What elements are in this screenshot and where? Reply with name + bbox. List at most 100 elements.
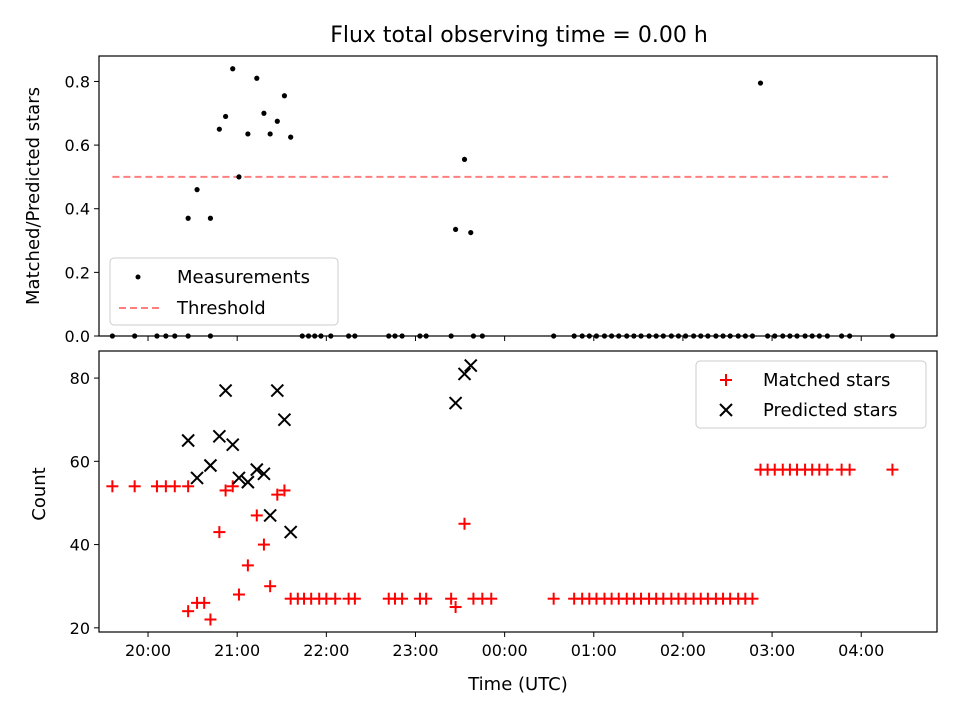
measurements-point — [757, 80, 764, 86]
matched-stars-point — [445, 592, 458, 605]
measurements-point — [281, 93, 288, 99]
bottom-legend: Matched stars Predicted stars — [695, 360, 927, 429]
matched-stars-point — [843, 463, 856, 476]
x-tick-label: 21:00 — [214, 641, 260, 660]
matched-stars-point — [396, 592, 409, 605]
predicted-stars-point — [283, 525, 298, 539]
matched-stars-point — [106, 480, 119, 493]
predicted-stars-point — [263, 508, 277, 523]
matched-stars-point — [271, 488, 284, 501]
matched-stars-point — [182, 605, 195, 618]
legend-measurements-label: Measurements — [177, 267, 310, 288]
matched-stars-point — [485, 592, 498, 605]
matched-stars-point — [198, 596, 211, 609]
matched-stars-point — [329, 592, 342, 605]
predicted-stars-point — [232, 471, 246, 485]
legend-measurements-marker — [135, 274, 141, 280]
measurements-point — [254, 75, 260, 81]
matched-stars-point — [278, 484, 291, 497]
measurements-point — [207, 215, 214, 221]
predicted-stars-point — [250, 462, 264, 477]
x-tick-label: 04:00 — [838, 641, 884, 660]
matched-stars-point — [264, 580, 277, 593]
top-legend: Measurements Threshold — [109, 257, 339, 326]
measurements-point — [468, 229, 474, 236]
top-axes: 0.00.20.40.60.8 Matched/Predicted stars … — [23, 55, 938, 346]
predicted-stars-point — [181, 433, 195, 448]
measurements-point — [274, 118, 280, 124]
predicted-stars-point — [212, 429, 227, 444]
measurements-point — [245, 131, 251, 137]
y-tick-label: 0.2 — [65, 263, 90, 282]
bottom-axes-frame — [98, 350, 938, 633]
matched-stars-point — [168, 480, 181, 493]
matched-stars-point — [128, 480, 141, 493]
legend-predicted-marker — [719, 403, 733, 417]
matched-stars-point — [232, 588, 245, 601]
x-tick-label: 01:00 — [571, 641, 617, 660]
legend-predicted-label: Predicted stars — [763, 400, 897, 421]
matched-stars-point — [182, 480, 195, 493]
measurements-point — [222, 113, 229, 120]
matched-stars-point — [204, 613, 217, 626]
x-tick-label: 02:00 — [660, 641, 706, 660]
x-axis-label: Time (UTC) — [467, 674, 568, 695]
predicted-stars-point — [270, 383, 285, 398]
matched-stars-point — [219, 484, 232, 497]
y-tick-label: 0.4 — [65, 200, 90, 219]
predicted-stars-point — [241, 475, 255, 489]
bottom-y-axis-label: Count — [29, 467, 50, 520]
legend-threshold-label: Threshold — [176, 298, 266, 319]
chart-title: Flux total observing time = 0.00 h — [330, 23, 708, 48]
matched-stars-point — [547, 592, 560, 605]
matched-stars-point — [821, 463, 834, 476]
predicted-stars-point — [218, 383, 233, 398]
predicted-stars-point — [203, 458, 218, 473]
legend-matched-marker — [720, 374, 732, 386]
matched-stars-point — [257, 538, 270, 551]
matched-stars-point — [420, 592, 433, 605]
y-tick-label: 80 — [70, 369, 90, 388]
top-legend-box — [109, 257, 339, 326]
measurements-point — [288, 134, 294, 140]
y-tick-label: 0.8 — [65, 72, 90, 91]
measurements-point — [216, 126, 222, 132]
legend-matched-label: Matched stars — [763, 370, 890, 391]
predicted-stars-point — [277, 412, 292, 427]
predicted-stars-point — [464, 358, 478, 373]
y-tick-label: 60 — [70, 452, 90, 471]
matched-stars-point — [250, 509, 263, 522]
x-tick-label: 03:00 — [749, 641, 795, 660]
top-axes-frame — [98, 55, 938, 337]
x-tick-label: 22:00 — [303, 641, 349, 660]
y-tick-label: 0.0 — [65, 327, 90, 346]
y-tick-label: 40 — [70, 536, 90, 555]
measurements-point — [267, 131, 273, 137]
x-tick-label: 20:00 — [125, 641, 171, 660]
predicted-stars-point — [448, 396, 463, 410]
measurements-point — [236, 174, 242, 180]
matched-stars-point — [226, 480, 239, 493]
measurements-point — [261, 110, 267, 116]
bottom-legend-box — [695, 360, 927, 429]
predicted-stars-point — [226, 437, 240, 452]
measurements-point — [185, 215, 191, 221]
top-y-axis-label: Matched/Predicted stars — [23, 87, 44, 305]
matched-stars-point — [886, 463, 899, 476]
y-tick-label: 0.6 — [65, 136, 90, 155]
matched-stars-point — [449, 601, 462, 614]
y-tick-label: 20 — [70, 619, 90, 638]
x-tick-label: 00:00 — [482, 641, 528, 660]
matched-stars-point — [348, 592, 361, 605]
measurements-point — [452, 226, 459, 233]
measurements-point — [461, 156, 468, 163]
matched-stars-point — [213, 526, 226, 539]
predicted-stars-point — [190, 471, 204, 485]
matched-stars-point — [241, 559, 254, 572]
measurements-point — [230, 66, 236, 72]
bottom-axes: 20 40 60 80 20:00 21:00 22:00 23:00 00:00 01:00 02… — [29, 350, 938, 695]
predicted-stars-point — [457, 367, 472, 381]
predicted-stars-point — [257, 467, 271, 481]
matched-stars-point — [746, 592, 759, 605]
